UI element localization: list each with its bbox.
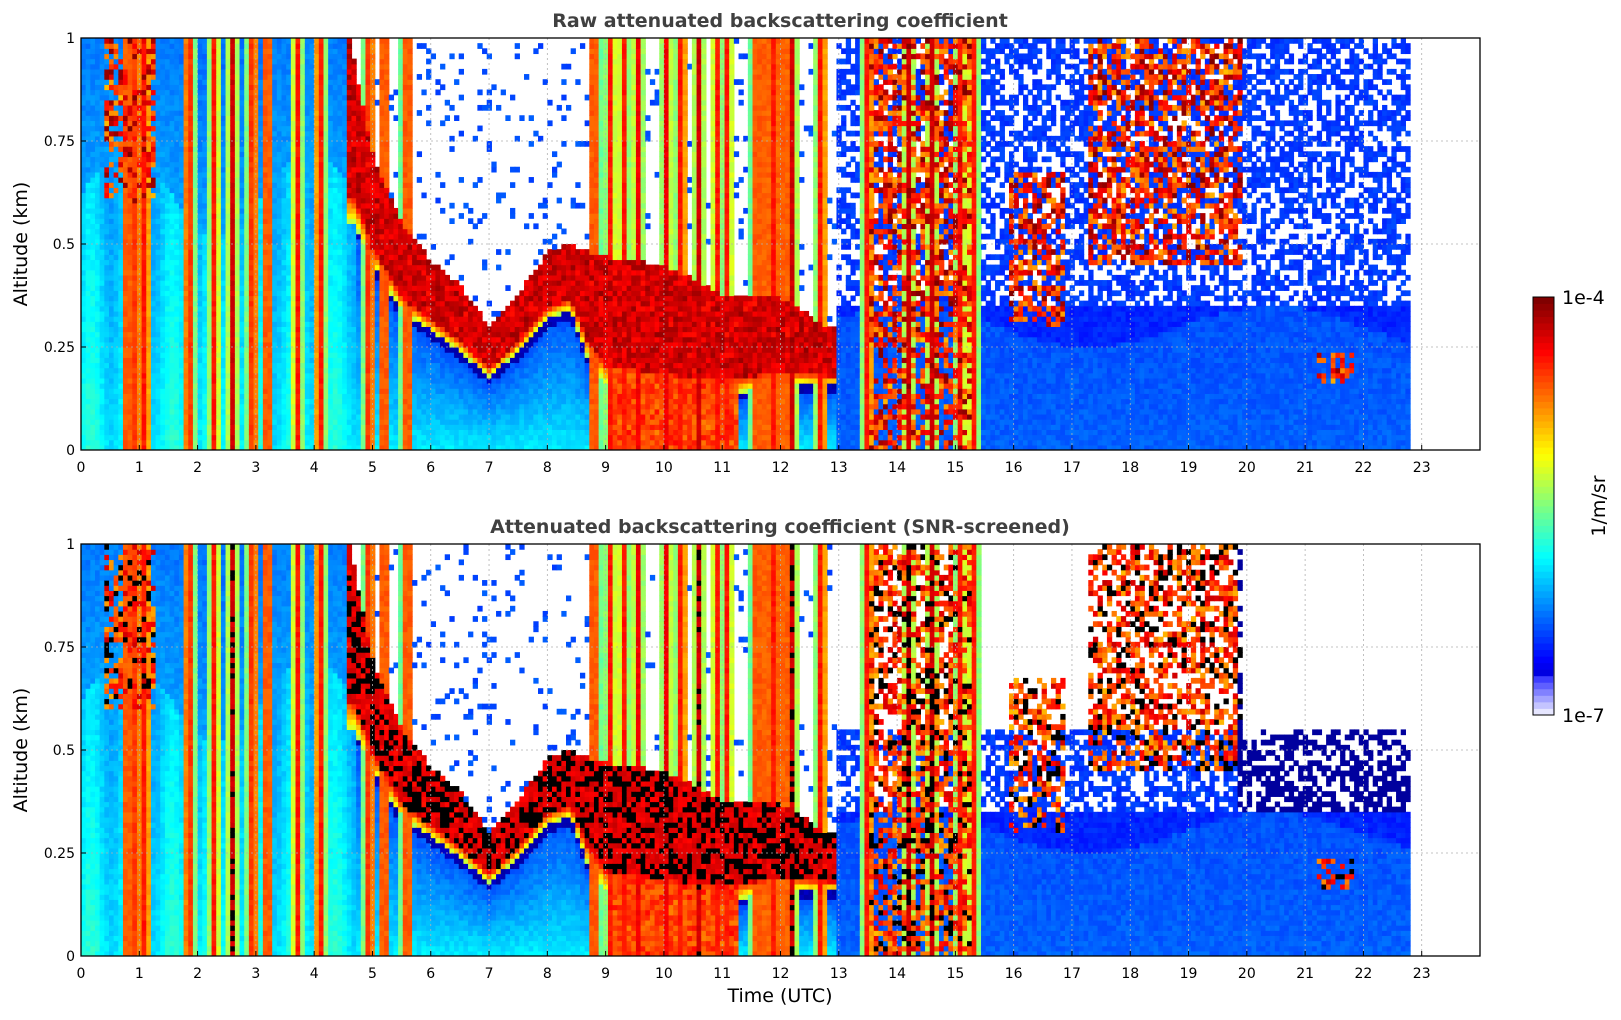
x-tick-label: 20 <box>1238 460 1256 476</box>
y-axis-ticks: 0 0.25 0.5 0.75 1 <box>44 31 86 459</box>
y-tick-label: 1 <box>66 537 75 553</box>
colorbar-min-label: 1e-7 <box>1562 705 1605 727</box>
x-tick-label: 18 <box>1121 966 1139 982</box>
x-axis-ticks: 0 1 2 3 4 5 6 7 8 9 10 11 12 13 14 15 16 17 18 19 20 21 22 23 <box>77 951 1431 982</box>
y-tick-label: 0 <box>66 443 75 459</box>
x-tick-label: 15 <box>946 460 964 476</box>
x-tick-label: 18 <box>1121 460 1139 476</box>
x-tick-label: 22 <box>1355 460 1373 476</box>
y-tick-label: 0.5 <box>53 237 75 253</box>
x-tick-label: 9 <box>601 460 610 476</box>
x-tick-label: 6 <box>426 966 435 982</box>
colorbar-unit-label: 1/m/sr <box>1588 475 1610 536</box>
x-tick-label: 22 <box>1355 966 1373 982</box>
x-tick-label: 11 <box>713 966 731 982</box>
x-tick-label: 6 <box>426 460 435 476</box>
x-tick-label: 8 <box>543 460 552 476</box>
x-tick-label: 16 <box>1005 460 1023 476</box>
y-tick-label: 0.5 <box>53 743 75 759</box>
y-tick-label: 0.75 <box>44 640 75 656</box>
x-tick-label: 1 <box>135 966 144 982</box>
panel-raw: Raw attenuated backscattering coefficien… <box>10 10 1481 476</box>
x-tick-label: 19 <box>1180 966 1198 982</box>
x-tick-label: 13 <box>830 460 848 476</box>
y-tick-label: 0.25 <box>44 846 75 862</box>
x-tick-label: 0 <box>77 966 86 982</box>
x-tick-label: 12 <box>772 460 790 476</box>
x-tick-label: 17 <box>1063 966 1081 982</box>
x-tick-label: 7 <box>485 460 494 476</box>
x-tick-label: 12 <box>772 966 790 982</box>
panel-title: Raw attenuated backscattering coefficien… <box>552 10 1008 32</box>
colorbar-steps <box>1532 296 1555 716</box>
x-tick-label: 2 <box>193 460 202 476</box>
colorbar: 1e-4 1e-7 1/m/sr <box>1532 287 1610 727</box>
heatmap-screened <box>81 544 1411 956</box>
x-tick-label: 23 <box>1413 966 1431 982</box>
y-tick-label: 0.25 <box>44 340 75 356</box>
x-tick-label: 5 <box>368 460 377 476</box>
x-axis-ticks: 0 1 2 3 4 5 6 7 8 9 10 11 12 13 14 15 16 17 18 19 20 21 22 23 <box>77 445 1431 476</box>
x-tick-label: 10 <box>655 460 673 476</box>
x-tick-label: 13 <box>830 966 848 982</box>
x-tick-label: 20 <box>1238 966 1256 982</box>
x-tick-label: 14 <box>888 966 906 982</box>
x-tick-label: 3 <box>251 966 260 982</box>
x-tick-label: 21 <box>1296 460 1314 476</box>
x-tick-label: 2 <box>193 966 202 982</box>
x-tick-label: 23 <box>1413 460 1431 476</box>
x-tick-label: 1 <box>135 460 144 476</box>
x-tick-label: 19 <box>1180 460 1198 476</box>
x-tick-label: 17 <box>1063 460 1081 476</box>
x-axis-label: Time (UTC) <box>726 985 832 1007</box>
gridlines <box>81 38 1480 450</box>
x-tick-label: 8 <box>543 966 552 982</box>
x-tick-label: 11 <box>713 460 731 476</box>
y-tick-label: 1 <box>66 31 75 47</box>
panel-title: Attenuated backscattering coefficient (S… <box>490 516 1070 538</box>
x-tick-label: 3 <box>251 460 260 476</box>
y-tick-label: 0.75 <box>44 134 75 150</box>
x-tick-label: 5 <box>368 966 377 982</box>
x-tick-label: 7 <box>485 966 494 982</box>
x-tick-label: 14 <box>888 460 906 476</box>
heatmap-raw <box>81 38 1411 450</box>
x-tick-label: 10 <box>655 966 673 982</box>
x-tick-label: 21 <box>1296 966 1314 982</box>
y-axis-label: Altitude (km) <box>10 688 32 813</box>
y-axis-ticks: 0 0.25 0.5 0.75 1 <box>44 537 86 965</box>
x-tick-label: 16 <box>1005 966 1023 982</box>
x-tick-label: 4 <box>310 460 319 476</box>
x-tick-label: 0 <box>77 460 86 476</box>
x-tick-label: 4 <box>310 966 319 982</box>
y-tick-label: 0 <box>66 949 75 965</box>
x-tick-label: 9 <box>601 966 610 982</box>
gridlines <box>81 544 1480 956</box>
y-axis-label: Altitude (km) <box>10 182 32 307</box>
colorbar-max-label: 1e-4 <box>1562 287 1605 309</box>
panel-screened: Attenuated backscattering coefficient (S… <box>10 516 1481 1007</box>
x-tick-label: 15 <box>946 966 964 982</box>
